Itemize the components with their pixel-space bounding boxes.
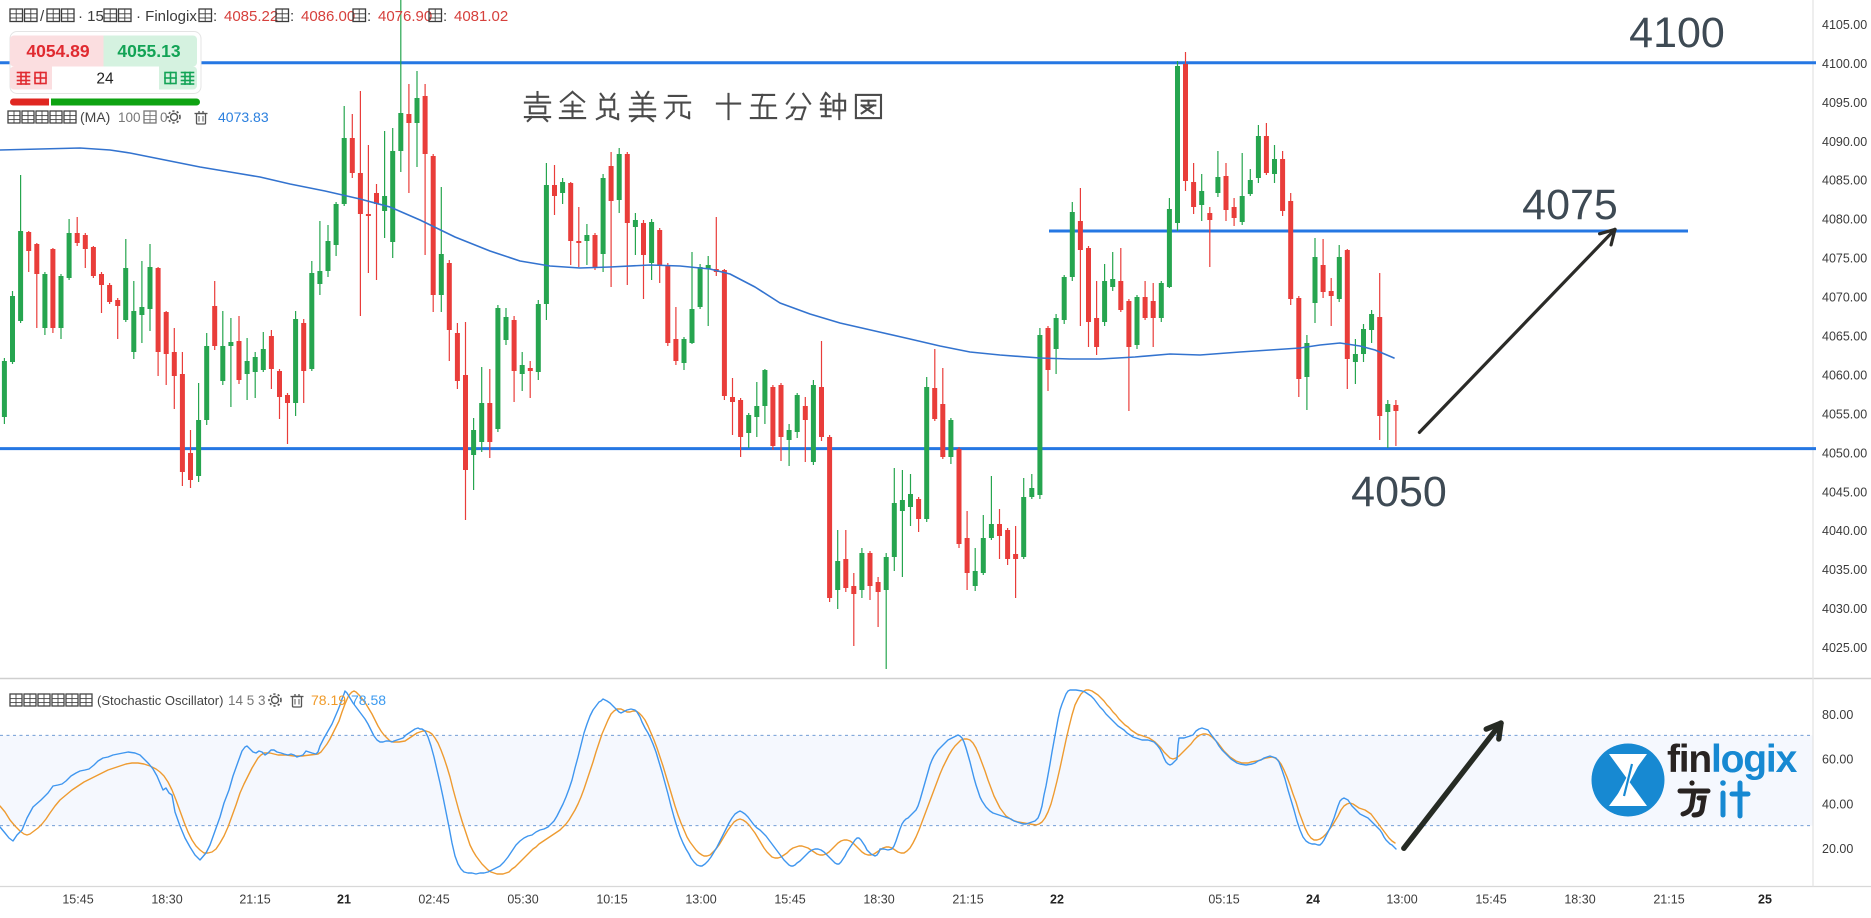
- svg-text:· 15: · 15: [78, 8, 104, 25]
- svg-text:4075.00: 4075.00: [1822, 252, 1867, 266]
- svg-text:21:15: 21:15: [952, 893, 983, 907]
- svg-text:· Finlogix: · Finlogix: [136, 8, 197, 25]
- svg-text:4105.00: 4105.00: [1822, 18, 1867, 32]
- svg-text:05:30: 05:30: [507, 893, 538, 907]
- svg-text:4100: 4100: [1629, 9, 1725, 57]
- svg-text:18:30: 18:30: [1564, 893, 1595, 907]
- svg-text:02:45: 02:45: [418, 893, 449, 907]
- svg-text:4065.00: 4065.00: [1822, 330, 1867, 344]
- svg-text:15:45: 15:45: [62, 893, 93, 907]
- svg-text:14 5 3: 14 5 3: [228, 693, 266, 708]
- svg-text:0: 0: [160, 110, 168, 125]
- svg-text::: :: [443, 8, 447, 25]
- svg-text:/: /: [40, 8, 45, 25]
- svg-text:4073.83: 4073.83: [218, 109, 269, 125]
- svg-text::: :: [213, 8, 217, 25]
- svg-text:22: 22: [1050, 893, 1064, 907]
- svg-text:18:30: 18:30: [151, 893, 182, 907]
- svg-text:18:30: 18:30: [863, 893, 894, 907]
- svg-text:24: 24: [96, 71, 114, 88]
- svg-text::: :: [290, 8, 294, 25]
- svg-text:4054.89: 4054.89: [26, 41, 90, 61]
- svg-text:4085.22: 4085.22: [224, 8, 278, 25]
- svg-text:80.00: 80.00: [1822, 708, 1853, 722]
- svg-text:15:45: 15:45: [774, 893, 805, 907]
- svg-text:13:00: 13:00: [685, 893, 716, 907]
- svg-text:78.19: 78.19: [311, 692, 346, 708]
- svg-text:4070.00: 4070.00: [1822, 291, 1867, 305]
- svg-text:4025.00: 4025.00: [1822, 641, 1867, 655]
- svg-text:4050: 4050: [1351, 468, 1447, 516]
- svg-text::: :: [367, 8, 371, 25]
- svg-text:4100.00: 4100.00: [1822, 57, 1867, 71]
- svg-text:24: 24: [1306, 893, 1320, 907]
- svg-text:4055.13: 4055.13: [117, 41, 181, 61]
- svg-text:4045.00: 4045.00: [1822, 485, 1867, 499]
- svg-text:4030.00: 4030.00: [1822, 602, 1867, 616]
- svg-text:4076.90: 4076.90: [378, 8, 432, 25]
- svg-text:(Stochastic Oscillator): (Stochastic Oscillator): [97, 693, 223, 708]
- svg-text:4081.02: 4081.02: [454, 8, 508, 25]
- svg-text:4095.00: 4095.00: [1822, 96, 1867, 110]
- svg-text:10:15: 10:15: [596, 893, 627, 907]
- svg-text:4035.00: 4035.00: [1822, 563, 1867, 577]
- svg-text:4040.00: 4040.00: [1822, 524, 1867, 538]
- svg-text:05:15: 05:15: [1208, 893, 1239, 907]
- svg-text:78.58: 78.58: [351, 692, 386, 708]
- svg-text:15:45: 15:45: [1475, 893, 1506, 907]
- svg-text:100: 100: [118, 110, 141, 125]
- svg-text:60.00: 60.00: [1822, 753, 1853, 767]
- svg-text:4055.00: 4055.00: [1822, 407, 1867, 421]
- svg-text:40.00: 40.00: [1822, 797, 1853, 811]
- svg-text:(MA): (MA): [80, 109, 110, 125]
- svg-text:21:15: 21:15: [1653, 893, 1684, 907]
- svg-text:21: 21: [337, 893, 351, 907]
- svg-text:21:15: 21:15: [239, 893, 270, 907]
- svg-text:4080.00: 4080.00: [1822, 213, 1867, 227]
- svg-text:finlogix: finlogix: [1667, 738, 1798, 781]
- svg-text:4090.00: 4090.00: [1822, 135, 1867, 149]
- svg-text:4086.00: 4086.00: [301, 8, 355, 25]
- svg-text:4050.00: 4050.00: [1822, 446, 1867, 460]
- svg-text:4085.00: 4085.00: [1822, 174, 1867, 188]
- svg-text:4075: 4075: [1522, 181, 1618, 229]
- svg-text:20.00: 20.00: [1822, 842, 1853, 856]
- svg-text:4060.00: 4060.00: [1822, 368, 1867, 382]
- svg-text:25: 25: [1758, 893, 1772, 907]
- svg-text:13:00: 13:00: [1386, 893, 1417, 907]
